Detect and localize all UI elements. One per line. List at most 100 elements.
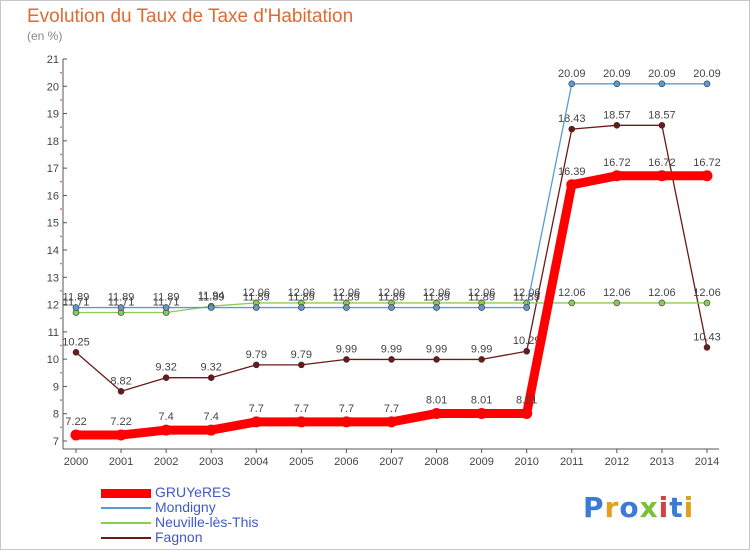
data-point [162, 374, 170, 381]
y-tick-label: 15 [47, 218, 59, 230]
data-label: 12.06 [693, 287, 721, 299]
y-tick-label: 19 [47, 109, 59, 121]
data-label: 9.32 [200, 362, 221, 374]
data-point [343, 356, 350, 363]
data-label: 11.89 [423, 292, 450, 304]
data-point [566, 179, 578, 191]
data-label: 11.89 [198, 292, 225, 304]
y-tick-label: 14 [47, 245, 59, 257]
logo-letter: t [669, 491, 684, 524]
x-tick-label: 2009 [469, 456, 493, 468]
data-point [658, 122, 666, 129]
data-point [388, 304, 395, 311]
data-point [701, 170, 713, 182]
data-point [476, 407, 488, 419]
legend-swatch [101, 507, 151, 509]
data-point [162, 304, 170, 311]
data-label: 7.7 [384, 403, 399, 415]
x-tick-label: 2000 [64, 456, 88, 468]
chart-title: Evolution du Taux de Taxe d'Habitation [27, 6, 354, 27]
y-minor-dot [60, 344, 62, 347]
x-tick-label: 2014 [695, 456, 719, 468]
data-label: 20.09 [558, 68, 586, 80]
data-label: 9.32 [155, 362, 176, 374]
data-label: 12.06 [513, 287, 541, 299]
data-point [433, 304, 440, 311]
data-point [568, 125, 576, 133]
data-label: 20.09 [603, 68, 631, 80]
legend-swatch [101, 522, 151, 524]
y-tick-label: 21 [47, 54, 59, 66]
data-label: 16.39 [558, 166, 586, 178]
data-label: 18.43 [558, 113, 586, 125]
logo-letter: x [639, 491, 659, 524]
data-point [703, 80, 711, 88]
x-tick-label: 2010 [514, 456, 538, 468]
data-label: 16.72 [603, 157, 631, 169]
data-point [117, 388, 125, 395]
data-label: 20.09 [693, 68, 721, 80]
data-point [523, 304, 531, 311]
data-point [613, 80, 621, 88]
y-minor-dot [60, 208, 62, 210]
y-tick-label: 10 [47, 354, 59, 366]
data-point [703, 344, 711, 351]
data-point [115, 429, 127, 441]
data-label: 9.99 [471, 343, 492, 355]
data-point [613, 299, 621, 307]
data-label: 11.89 [153, 292, 180, 304]
data-label: 12.06 [468, 287, 496, 299]
x-tick-label: 2001 [109, 456, 133, 468]
data-point [388, 356, 395, 363]
y-minor-dot [60, 99, 62, 101]
x-tick-label: 2005 [289, 456, 313, 468]
data-point [160, 424, 172, 436]
data-label: 16.72 [648, 157, 676, 169]
data-point [72, 304, 80, 311]
data-label: 11.89 [468, 292, 495, 304]
data-point [611, 170, 623, 182]
data-point [521, 407, 533, 419]
data-label: 11.89 [243, 292, 270, 304]
y-tick-label: 17 [47, 163, 59, 175]
data-label: 12.06 [288, 287, 316, 299]
data-point [207, 374, 215, 381]
y-tick-label: 12 [47, 300, 59, 312]
data-point [298, 361, 305, 369]
data-point [385, 416, 397, 428]
data-label: 11.71 [63, 296, 90, 308]
y-tick-label: 7 [53, 436, 59, 448]
x-tick-label: 2002 [154, 456, 178, 468]
legend-swatch [101, 489, 151, 498]
data-label: 10.29 [513, 335, 541, 347]
data-label: 11.89 [513, 292, 540, 304]
data-label: 7.4 [158, 411, 173, 423]
y-tick-label: 8 [53, 409, 59, 421]
y-minor-dot [60, 262, 62, 265]
data-point [478, 304, 485, 311]
y-minor-dot [60, 399, 62, 401]
data-point [523, 347, 531, 355]
data-label: 11.89 [333, 292, 360, 304]
y-minor-dot [60, 426, 62, 429]
data-label: 9.99 [381, 343, 402, 355]
x-tick-label: 2008 [424, 456, 448, 468]
data-label: 11.71 [153, 296, 180, 308]
data-point [703, 299, 711, 307]
data-point [431, 407, 443, 419]
logo-letter: o [619, 491, 640, 524]
y-tick-label: 20 [47, 81, 59, 93]
data-point [70, 429, 82, 441]
data-label: 12.06 [333, 287, 361, 299]
x-tick-label: 2007 [379, 456, 403, 468]
data-label: 12.06 [558, 287, 586, 299]
x-tick-label: 2012 [605, 456, 629, 468]
x-tick-label: 2013 [650, 456, 674, 468]
data-label: 8.01 [471, 394, 492, 406]
data-label: 9.99 [336, 343, 357, 355]
y-minor-dot [60, 290, 62, 292]
legend-label: Fagnon [155, 529, 203, 545]
data-label: 8.82 [110, 375, 131, 387]
